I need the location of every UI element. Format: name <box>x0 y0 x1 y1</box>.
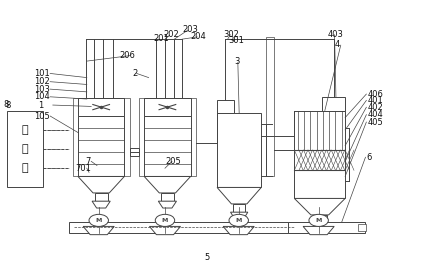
Circle shape <box>155 214 175 226</box>
Bar <box>217 113 261 187</box>
Text: M: M <box>315 218 322 223</box>
Bar <box>323 97 345 111</box>
Text: 103: 103 <box>34 85 50 94</box>
Text: 控: 控 <box>22 125 28 135</box>
Text: 404: 404 <box>367 110 383 119</box>
Bar <box>95 193 108 201</box>
Polygon shape <box>83 226 114 235</box>
Text: 401: 401 <box>367 96 383 105</box>
Text: 201: 201 <box>153 34 169 43</box>
Text: M: M <box>236 218 242 223</box>
Circle shape <box>229 214 249 226</box>
Text: 302: 302 <box>223 30 239 39</box>
Circle shape <box>309 214 328 226</box>
Bar <box>358 224 366 230</box>
Circle shape <box>89 214 109 226</box>
Text: 2: 2 <box>132 69 137 78</box>
Text: 4: 4 <box>335 40 340 49</box>
Polygon shape <box>294 198 345 215</box>
Bar <box>69 222 299 233</box>
Text: 405: 405 <box>367 118 383 127</box>
Text: 制: 制 <box>22 144 28 154</box>
Bar <box>144 116 190 176</box>
Text: 205: 205 <box>165 157 181 166</box>
Text: 203: 203 <box>183 25 198 34</box>
Bar <box>233 204 245 212</box>
Bar <box>294 111 345 198</box>
Text: 204: 204 <box>190 32 206 41</box>
Polygon shape <box>149 226 180 235</box>
Text: 701: 701 <box>76 164 92 173</box>
Text: M: M <box>162 218 168 223</box>
Bar <box>78 116 124 176</box>
Text: 3: 3 <box>234 57 239 66</box>
Text: 8: 8 <box>5 100 11 110</box>
Text: 402: 402 <box>367 103 383 112</box>
Text: 301: 301 <box>228 36 244 45</box>
Polygon shape <box>303 226 334 235</box>
Bar <box>313 215 327 223</box>
Polygon shape <box>230 212 248 219</box>
Text: 406: 406 <box>367 90 383 99</box>
Text: 206: 206 <box>119 51 135 60</box>
Polygon shape <box>310 223 330 230</box>
Polygon shape <box>92 201 110 208</box>
Bar <box>144 98 190 116</box>
Bar <box>8 111 43 187</box>
Text: 器: 器 <box>22 163 28 173</box>
Bar <box>78 98 124 116</box>
Text: M: M <box>96 218 102 223</box>
Polygon shape <box>223 226 254 235</box>
Text: 5: 5 <box>205 253 210 262</box>
Text: 8: 8 <box>3 100 8 109</box>
Polygon shape <box>78 176 124 193</box>
Polygon shape <box>158 201 176 208</box>
Text: 1: 1 <box>38 100 43 110</box>
Text: 105: 105 <box>34 112 50 121</box>
Bar <box>288 222 365 233</box>
Text: 7: 7 <box>85 157 91 166</box>
Polygon shape <box>144 176 190 193</box>
Text: 101: 101 <box>34 69 50 78</box>
Text: 104: 104 <box>34 92 50 101</box>
Bar <box>139 98 196 176</box>
Bar <box>161 193 174 201</box>
Bar <box>217 100 234 113</box>
Text: 6: 6 <box>366 153 372 162</box>
Polygon shape <box>217 187 261 204</box>
Bar <box>73 98 130 176</box>
Text: 403: 403 <box>327 30 343 39</box>
Bar <box>130 148 139 156</box>
Text: 202: 202 <box>163 30 179 39</box>
Text: 102: 102 <box>34 77 50 86</box>
Bar <box>266 36 274 176</box>
